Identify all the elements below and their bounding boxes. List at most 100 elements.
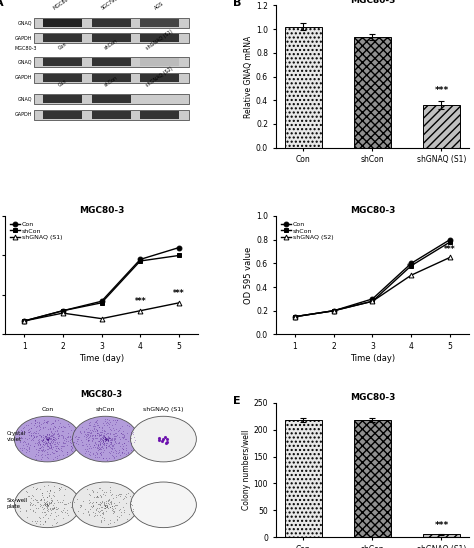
Text: ***: *** [135, 297, 146, 306]
Bar [91, 58, 131, 66]
Text: AGS: AGS [154, 1, 165, 11]
shGNAQ (S1) [21, 318, 27, 324]
Bar [354, 37, 392, 147]
shGNAQ (S1) [137, 307, 143, 314]
Title: MGC80-3: MGC80-3 [350, 206, 395, 215]
shGNAQ (S2) [447, 254, 453, 261]
Bar [34, 18, 189, 27]
Bar [284, 27, 322, 147]
Bar [91, 34, 131, 42]
shCon [292, 313, 298, 320]
Con [21, 318, 27, 324]
Text: Six-well
plate: Six-well plate [7, 498, 28, 509]
shCon [447, 239, 453, 246]
shGNAQ (S1) [176, 300, 182, 306]
Text: MGC80-3: MGC80-3 [52, 0, 73, 11]
Con [137, 256, 143, 262]
Legend: Con, shCon, shGNAQ (S1): Con, shCon, shGNAQ (S1) [8, 219, 64, 243]
Circle shape [73, 482, 138, 528]
Bar [43, 34, 82, 42]
Text: Con: Con [57, 78, 68, 88]
Text: MGC80-3: MGC80-3 [81, 390, 123, 399]
Text: ***: *** [173, 289, 185, 298]
Y-axis label: Colony numbers/well: Colony numbers/well [242, 430, 251, 510]
Legend: Con, shCon, shGNAQ (S2): Con, shCon, shGNAQ (S2) [279, 219, 336, 243]
Con [60, 307, 65, 314]
Text: Con: Con [57, 42, 68, 51]
Text: ***: *** [434, 87, 448, 95]
Con [408, 260, 414, 267]
Con [292, 313, 298, 320]
Bar [140, 95, 179, 103]
shCon [21, 318, 27, 324]
Circle shape [73, 416, 138, 462]
Line: shCon: shCon [292, 239, 452, 319]
Text: A: A [0, 0, 4, 8]
Bar [34, 110, 189, 120]
Bar [140, 111, 179, 119]
Bar [43, 58, 82, 66]
Circle shape [14, 416, 80, 462]
Text: **: ** [407, 263, 415, 272]
Text: shGNAQ (S2): shGNAQ (S2) [145, 66, 174, 88]
shCon [99, 300, 104, 306]
Bar [43, 74, 82, 82]
shCon [331, 307, 337, 314]
Circle shape [130, 482, 196, 528]
shGNAQ (S2) [408, 272, 414, 278]
Con [370, 295, 375, 302]
shGNAQ (S1) [60, 310, 65, 316]
shCon [60, 307, 65, 314]
Bar [91, 111, 131, 119]
Bar [34, 58, 189, 67]
Text: GNAQ: GNAQ [18, 97, 32, 102]
Bar [140, 34, 179, 42]
Text: Crystal
violet: Crystal violet [7, 431, 26, 442]
Text: ***: *** [444, 246, 456, 254]
Title: MGC80-3: MGC80-3 [350, 0, 395, 5]
Text: MGC80-3: MGC80-3 [14, 45, 37, 50]
Bar [140, 74, 179, 82]
shCon [408, 262, 414, 269]
Line: shCon: shCon [22, 253, 182, 323]
Bar [284, 420, 322, 537]
Line: shGNAQ (S1): shGNAQ (S1) [22, 300, 182, 323]
Text: GAPDH: GAPDH [14, 36, 32, 41]
Bar [43, 19, 82, 26]
Text: GNAQ: GNAQ [18, 20, 32, 25]
Con [176, 244, 182, 251]
Circle shape [130, 416, 196, 462]
Con [447, 236, 453, 243]
Bar [140, 58, 179, 66]
Y-axis label: Relative GNAQ mRNA: Relative GNAQ mRNA [244, 36, 253, 118]
shGNAQ (S1) [99, 315, 104, 322]
Bar [91, 19, 131, 26]
Text: ***: *** [434, 521, 448, 529]
Text: B: B [233, 0, 242, 8]
Bar [43, 111, 82, 119]
Bar [43, 95, 82, 103]
Text: shCon: shCon [96, 407, 115, 412]
Y-axis label: OD 595 value: OD 595 value [244, 247, 253, 304]
Line: Con: Con [292, 237, 452, 319]
Bar [91, 74, 131, 82]
Text: shCon: shCon [103, 38, 119, 51]
Text: GAPDH: GAPDH [14, 112, 32, 117]
shCon [176, 252, 182, 259]
Title: MGC80-3: MGC80-3 [350, 393, 395, 402]
Text: SGC7901: SGC7901 [100, 0, 122, 11]
Text: shGNAQ (S1): shGNAQ (S1) [145, 28, 174, 51]
Circle shape [14, 482, 80, 528]
Bar [34, 33, 189, 43]
shGNAQ (S2) [331, 307, 337, 314]
Bar [422, 105, 460, 147]
X-axis label: Time (day): Time (day) [79, 354, 124, 363]
Bar [91, 95, 131, 103]
Text: GAPDH: GAPDH [14, 76, 32, 81]
Line: shGNAQ (S2): shGNAQ (S2) [292, 255, 452, 319]
Bar [34, 73, 189, 83]
Con [331, 307, 337, 314]
shCon [137, 258, 143, 264]
Text: E: E [233, 396, 241, 406]
shGNAQ (S2) [370, 298, 375, 305]
